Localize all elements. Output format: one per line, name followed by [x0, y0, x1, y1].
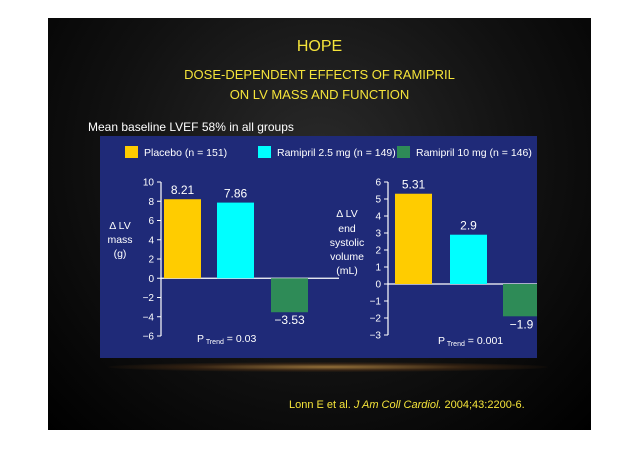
y-axis-label: Δ LV [336, 208, 357, 220]
data-label-3: −1.9 [510, 317, 534, 331]
y-tick-label: 0 [148, 274, 154, 285]
data-label-2: 2.9 [460, 219, 477, 233]
y-tick-label: 4 [375, 212, 381, 223]
y-tick-label: 8 [148, 197, 154, 208]
y-tick-label: 6 [375, 178, 381, 189]
y-axis-label: end [338, 223, 356, 235]
y-axis-label: mass [107, 234, 132, 246]
bar-3 [271, 278, 308, 313]
legend-swatch-3 [397, 146, 410, 158]
p-trend-prefix: P [438, 335, 445, 347]
y-tick-label: −6 [143, 332, 155, 343]
y-axis-label: systolic [330, 237, 364, 249]
baseline-note: Mean baseline LVEF 58% in all groups [88, 120, 294, 134]
y-axis-label: (g) [114, 248, 127, 260]
legend-label-1: Placebo (n = 151) [144, 147, 227, 159]
y-tick-label: −3 [370, 331, 382, 342]
chart-1: 10 8 6 4 2 0 −2 −4 −6 Δ LV mass (g) 8.21 7.86 −3.53 P T… [107, 178, 339, 346]
p-trend-label: P Trend = 0.001 [438, 335, 503, 348]
p-trend-label: P Trend = 0.03 [197, 333, 256, 346]
data-label-1: 5.31 [402, 178, 426, 192]
y-tick-label: −4 [143, 312, 155, 323]
citation: Lonn E et al. J Am Coll Cardiol. 2004;43… [289, 399, 525, 411]
y-tick-label: 6 [148, 216, 154, 227]
y-tick-label: 0 [375, 280, 381, 291]
bar-3 [503, 284, 537, 317]
legend-label-2: Ramipril 2.5 mg (n = 149) [277, 147, 396, 159]
chart-2: 6 5 4 3 2 1 0 −1 −2 −3 Δ LV end systolic volume (mL) 5.… [330, 178, 537, 348]
p-trend-value: = 0.03 [224, 333, 257, 345]
slide-subtitle-line1: DOSE-DEPENDENT EFFECTS OF RAMIPRIL [184, 67, 455, 82]
y-axis-label: volume [330, 251, 364, 263]
bar-1 [164, 199, 201, 279]
decorative-glow [108, 362, 548, 372]
y-axis-label: Δ LV [109, 220, 130, 232]
chart-panel: Placebo (n = 151) Ramipril 2.5 mg (n = 14… [100, 136, 537, 358]
y-tick-label: −2 [370, 314, 382, 325]
y-tick-label: 2 [375, 246, 381, 257]
y-tick-label: 5 [375, 195, 381, 206]
y-axis-label: (mL) [336, 265, 358, 277]
p-trend-value: = 0.001 [465, 335, 503, 347]
legend-swatch-2 [258, 146, 271, 158]
p-trend-subscript: Trend [204, 339, 224, 346]
bar-2 [450, 234, 487, 284]
citation-authors: Lonn E et al. [289, 399, 351, 411]
data-label-3: −3.53 [274, 313, 305, 327]
y-tick-label: 1 [375, 263, 381, 274]
legend-label-3: Ramipril 10 mg (n = 146) [416, 147, 532, 159]
p-trend-subscript: Trend [445, 341, 465, 348]
bar-1 [395, 193, 432, 284]
y-tick-label: −1 [370, 297, 382, 308]
y-tick-label: 3 [375, 229, 381, 240]
y-tick-label: 10 [143, 178, 155, 189]
slide-subtitle-line2: ON LV MASS AND FUNCTION [229, 87, 410, 102]
y-tick-label: 4 [148, 235, 154, 246]
y-tick-label: −2 [143, 293, 155, 304]
p-trend-prefix: P [197, 333, 204, 345]
legend-swatch-1 [125, 146, 138, 158]
data-label-2: 7.86 [224, 187, 248, 201]
citation-ref: 2004;43:2200-6. [444, 399, 525, 411]
data-label-1: 8.21 [171, 183, 195, 197]
slide-title: HOPE [296, 38, 343, 55]
y-tick-label: 2 [148, 255, 154, 266]
bar-2 [217, 202, 254, 279]
citation-journal: J Am Coll Cardiol. [353, 399, 442, 411]
